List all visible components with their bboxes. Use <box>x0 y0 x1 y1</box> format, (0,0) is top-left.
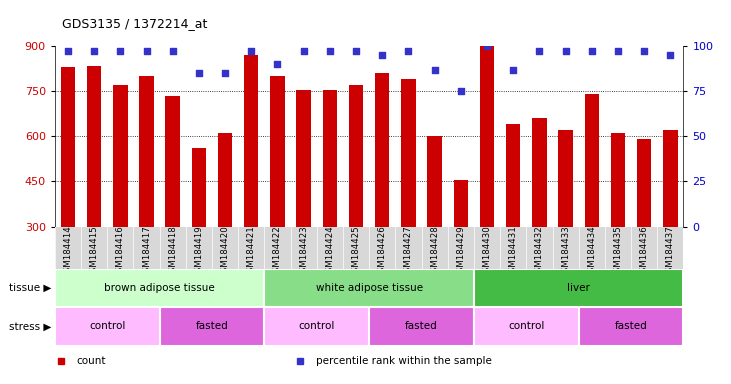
Bar <box>401 79 416 227</box>
Point <box>62 48 74 55</box>
Text: brown adipose tissue: brown adipose tissue <box>105 283 215 293</box>
Bar <box>113 85 127 227</box>
Bar <box>55 307 159 346</box>
Text: GDS3135 / 1372214_at: GDS3135 / 1372214_at <box>62 17 208 30</box>
Bar <box>480 46 494 227</box>
Bar <box>369 307 474 346</box>
Text: count: count <box>77 356 106 366</box>
Bar <box>270 76 284 227</box>
Bar <box>218 133 232 227</box>
Point <box>507 66 519 73</box>
Point <box>324 48 336 55</box>
Text: stress ▶: stress ▶ <box>9 321 51 331</box>
Bar <box>265 307 369 346</box>
Text: fasted: fasted <box>196 321 228 331</box>
Text: tissue ▶: tissue ▶ <box>9 283 51 293</box>
Point <box>403 48 414 55</box>
Point <box>272 61 284 67</box>
Point <box>298 48 309 55</box>
Point <box>376 52 388 58</box>
Text: percentile rank within the sample: percentile rank within the sample <box>316 356 491 366</box>
Point <box>664 52 676 58</box>
Point <box>638 48 650 55</box>
Bar <box>506 124 520 227</box>
Text: white adipose tissue: white adipose tissue <box>316 283 423 293</box>
Point <box>586 48 598 55</box>
Bar <box>349 85 363 227</box>
Bar <box>297 90 311 227</box>
Bar <box>579 307 683 346</box>
Point <box>481 43 493 49</box>
Text: control: control <box>298 321 335 331</box>
Point <box>246 48 257 55</box>
Text: fasted: fasted <box>615 321 648 331</box>
Text: control: control <box>508 321 545 331</box>
Point <box>429 66 441 73</box>
Bar <box>165 96 180 227</box>
Bar <box>428 136 442 227</box>
Text: liver: liver <box>567 283 590 293</box>
Point <box>167 48 178 55</box>
Point <box>455 88 466 94</box>
Point <box>115 48 126 55</box>
Bar <box>265 269 474 307</box>
Point <box>140 48 152 55</box>
Bar <box>474 269 683 307</box>
Point <box>219 70 231 76</box>
Point <box>88 48 100 55</box>
Bar <box>322 90 337 227</box>
Point <box>193 70 205 76</box>
Point <box>560 48 572 55</box>
Bar <box>558 130 573 227</box>
Bar <box>474 307 579 346</box>
Bar <box>611 133 625 227</box>
Text: control: control <box>89 321 126 331</box>
Bar <box>663 130 678 227</box>
Bar <box>192 148 206 227</box>
Point <box>612 48 624 55</box>
Bar <box>61 67 75 227</box>
Bar <box>159 307 265 346</box>
Bar <box>375 73 390 227</box>
Bar <box>454 180 468 227</box>
Point <box>534 48 545 55</box>
Bar <box>87 66 102 227</box>
Bar <box>585 94 599 227</box>
Text: fasted: fasted <box>405 321 438 331</box>
Bar <box>532 118 547 227</box>
Bar <box>55 269 265 307</box>
Bar <box>140 76 154 227</box>
Point <box>350 48 362 55</box>
Bar <box>244 55 259 227</box>
Bar <box>637 139 651 227</box>
